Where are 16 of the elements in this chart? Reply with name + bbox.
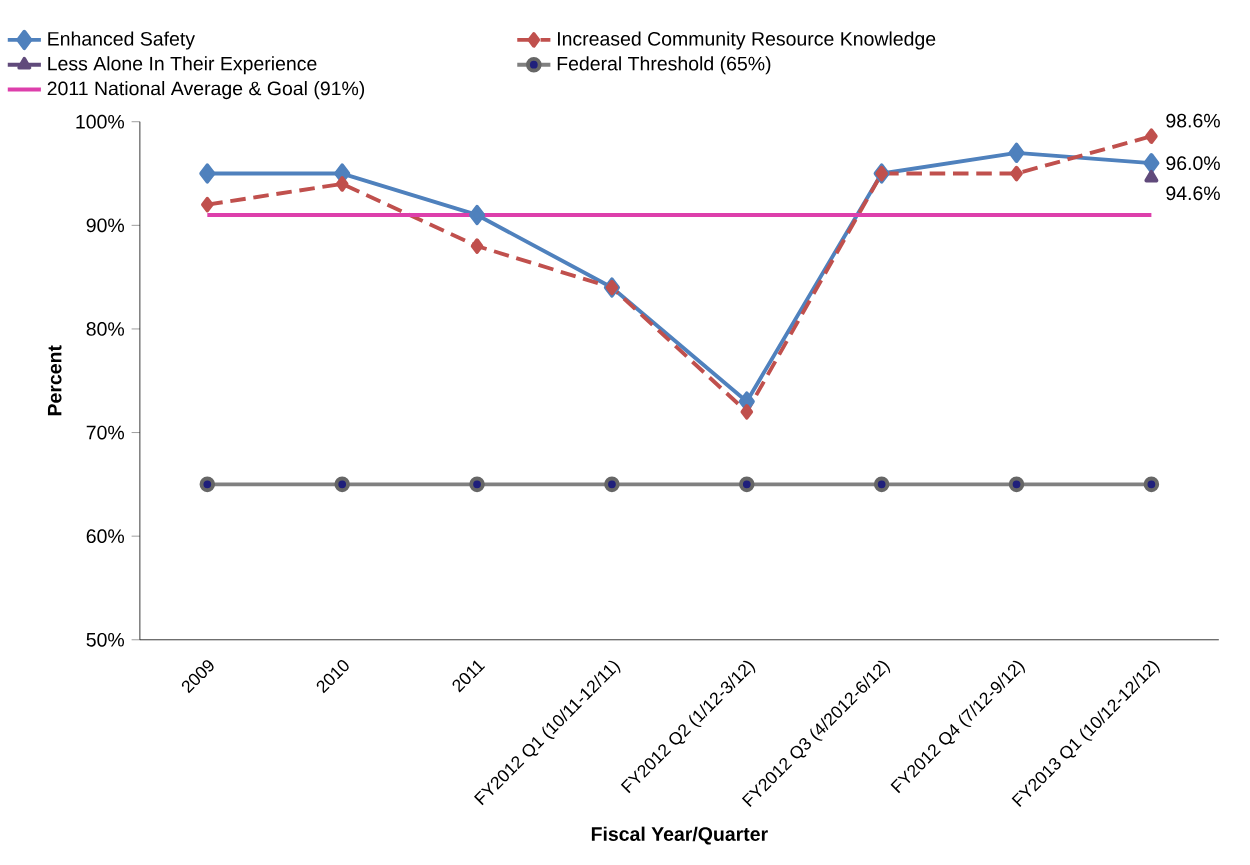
legend-label: 2011 National Average & Goal (91%) xyxy=(47,81,365,100)
legend-label: Increased Community Resource Knowledge xyxy=(558,31,936,50)
data-label: 96.0% xyxy=(1166,156,1220,171)
legend-label: Federal Threshold (65%) xyxy=(557,56,771,75)
y-tick-label: 100% xyxy=(76,114,125,129)
y-tick-label: 90% xyxy=(86,218,125,233)
y-axis-title: Percent xyxy=(47,345,62,416)
x-axis-title: Fiscal Year/Quarter xyxy=(591,826,768,845)
legend-label: Less Alone In Their Experience xyxy=(48,56,317,75)
legend-label: Enhanced Safety xyxy=(48,31,195,50)
y-tick-label: 80% xyxy=(86,322,125,336)
y-tick-label: 60% xyxy=(86,529,125,544)
y-tick-label: 50% xyxy=(86,633,125,647)
y-tick-label: 70% xyxy=(86,425,125,440)
data-label: 94.6% xyxy=(1166,186,1220,201)
data-label: 98.6% xyxy=(1166,113,1220,128)
